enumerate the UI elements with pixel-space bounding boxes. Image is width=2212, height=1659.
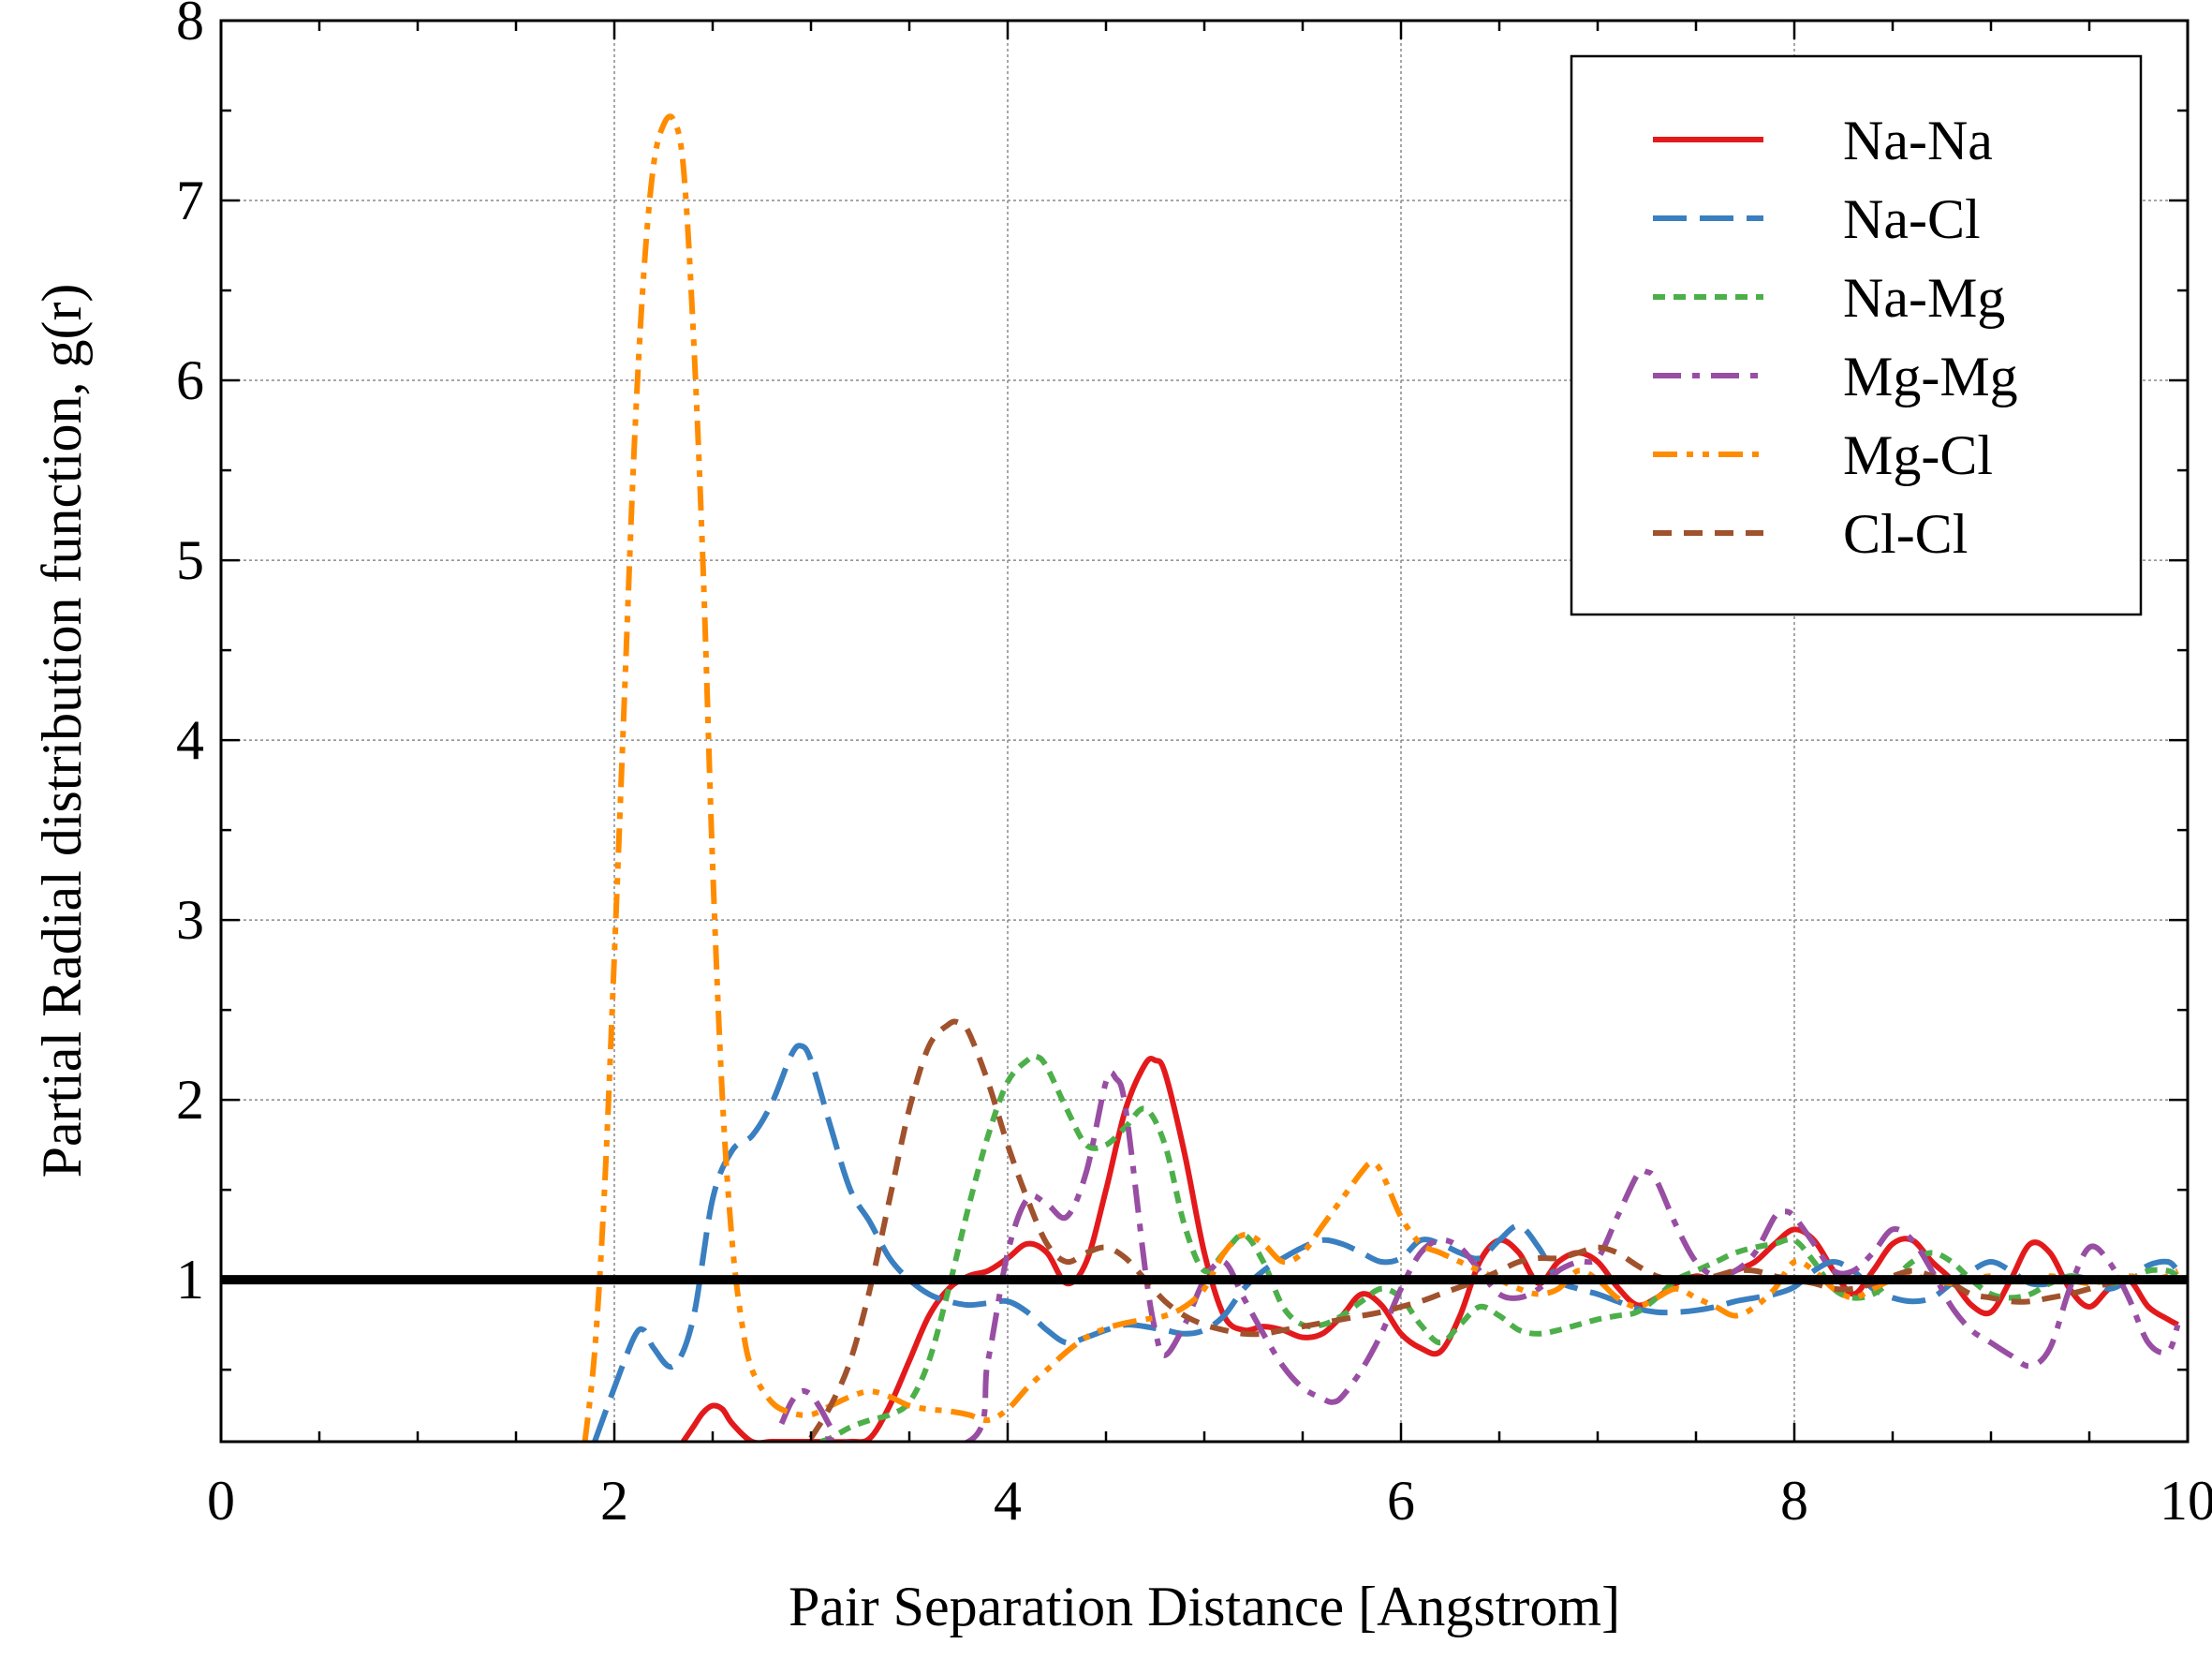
- y-tick-label-4: 4: [176, 709, 204, 771]
- x-axis-title: Pair Separation Distance [Angstrom]: [789, 1576, 1620, 1637]
- x-tick-label-10: 10: [2160, 1470, 2212, 1532]
- series-line-mg-cl: [582, 113, 2180, 1442]
- legend-box: [1570, 54, 2143, 616]
- legend-label-na-na: Na-Na: [1843, 110, 1993, 171]
- y-axis-title: Partial Radial distribution function, g(…: [31, 284, 93, 1178]
- x-tick-label-4: 4: [994, 1470, 1022, 1532]
- y-tick-label-3: 3: [176, 889, 204, 951]
- y-tick-label-1: 1: [176, 1249, 204, 1311]
- legend-label-mg-cl: Mg-Cl: [1843, 424, 1993, 486]
- series-line-na-cl: [592, 1043, 2180, 1442]
- series-line-cl-cl: [808, 1018, 2178, 1440]
- legend-label-cl-cl: Cl-Cl: [1843, 503, 1968, 565]
- x-tick-label-2: 2: [600, 1470, 628, 1532]
- y-tick-label-5: 5: [176, 529, 204, 591]
- y-tick-label-7: 7: [176, 170, 204, 231]
- legend-label-mg-mg: Mg-Mg: [1843, 346, 2018, 407]
- x-tick-label-8: 8: [1780, 1470, 1808, 1532]
- x-tick-label-6: 6: [1387, 1470, 1415, 1532]
- legend: Na-Na Na-Cl Na-Mg Mg-Mg Mg-Cl Cl-Cl: [1570, 54, 2143, 616]
- y-tick-label-6: 6: [176, 349, 204, 411]
- legend-label-na-mg: Na-Mg: [1843, 267, 2005, 329]
- legend-label-na-cl: Na-Cl: [1843, 188, 1981, 250]
- series-line-na-mg: [819, 1053, 2180, 1442]
- y-tick-label-2: 2: [176, 1069, 204, 1131]
- series-line-mg-mg: [778, 1069, 2181, 1442]
- x-tick-label-0: 0: [207, 1470, 235, 1532]
- y-tick-label-8: 8: [176, 0, 204, 52]
